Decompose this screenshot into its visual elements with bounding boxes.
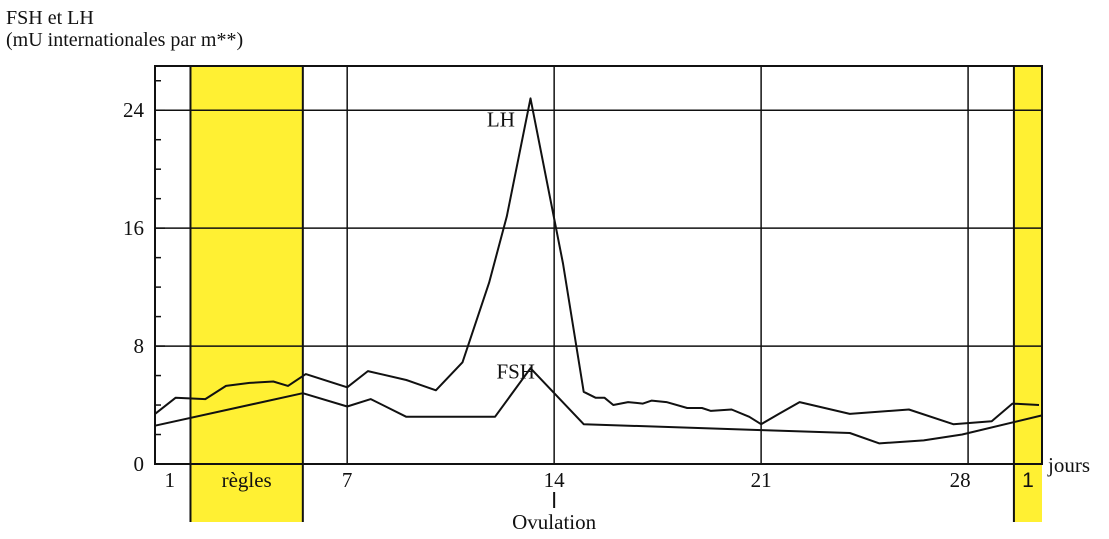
y-tick-label: 24	[123, 98, 145, 122]
x-tick-label: 14	[544, 468, 566, 492]
period-band-1	[1013, 66, 1042, 522]
axes	[154, 65, 1043, 508]
plot-frame	[154, 65, 1043, 465]
grid-lines	[155, 66, 1042, 464]
period-bands	[189, 66, 1042, 522]
period-band-0	[190, 66, 303, 522]
y-tick-label: 16	[123, 216, 144, 240]
series-line-lh	[154, 97, 1040, 426]
x-tick-label: 7	[342, 468, 353, 492]
ovulation-label: Ovulation	[512, 510, 596, 534]
series-line-fsh	[154, 367, 1043, 445]
series-label-lh: LH	[487, 107, 515, 131]
y-axis-title-line1: FSH et LH	[6, 7, 94, 29]
y-tick-label: 8	[134, 334, 145, 358]
period-label-1: 1	[1022, 469, 1034, 492]
series-label-fsh: FSH	[496, 360, 535, 384]
y-axis-title-line2: (mU internationales par m**)	[6, 29, 243, 51]
x-axis-title: jours	[1047, 453, 1090, 477]
period-label-0: règles	[222, 468, 272, 492]
x-tick-label: 21	[751, 468, 772, 492]
x-tick-label: 1	[165, 468, 176, 492]
x-tick-label: 28	[950, 468, 971, 492]
y-tick-label: 0	[134, 452, 145, 476]
series-lines	[154, 97, 1043, 445]
